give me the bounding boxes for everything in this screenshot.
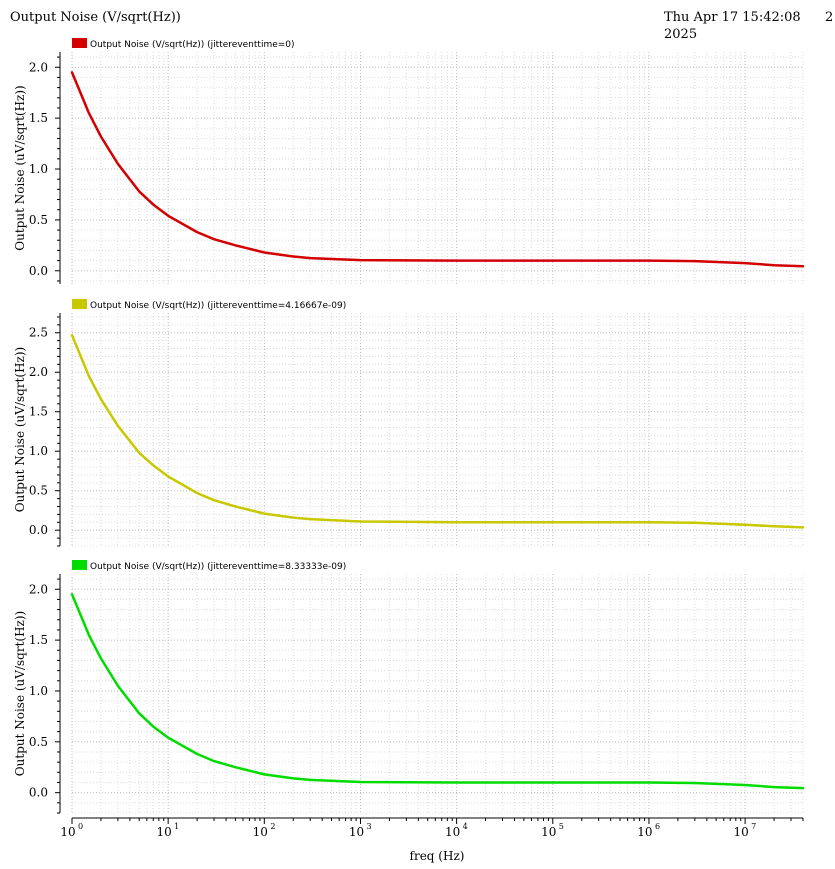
series-line: [70, 71, 805, 268]
x-tick-exponent: 2: [270, 822, 275, 831]
y-tick-label: 1.0: [29, 162, 48, 176]
y-tick-label: 1.5: [29, 111, 48, 125]
y-tick-label: 0.0: [29, 786, 48, 800]
legend-swatch: [72, 38, 87, 48]
y-tick-label: 0.5: [29, 213, 48, 227]
legend-label: Output Noise (V/sqrt(Hz)) (jittereventti…: [90, 301, 346, 311]
legend-swatch: [72, 560, 87, 570]
page-title: Output Noise (V/sqrt(Hz)): [10, 10, 181, 25]
page-number: 2: [825, 10, 834, 25]
x-tick-label: 10: [253, 825, 268, 839]
x-tick-exponent: 6: [655, 822, 660, 831]
legend-label: Output Noise (V/sqrt(Hz)) (jittereventti…: [90, 40, 295, 50]
x-tick-label: 10: [157, 825, 172, 839]
y-tick-label: 0.0: [29, 523, 48, 537]
x-tick-label: 10: [349, 825, 364, 839]
legend-swatch: [72, 299, 87, 309]
y-tick-label: 0.5: [29, 484, 48, 498]
y-tick-label: 2.0: [29, 365, 48, 379]
y-axis-label: Output Noise (uV/sqrt(Hz)): [13, 611, 27, 776]
x-tick-label: 10: [60, 825, 75, 839]
y-tick-label: 2.0: [29, 60, 48, 74]
y-axis-label: Output Noise (uV/sqrt(Hz)): [13, 347, 27, 512]
legend-label: Output Noise (V/sqrt(Hz)) (jittereventti…: [90, 562, 346, 572]
x-tick-exponent: 0: [78, 822, 83, 831]
series-line: [70, 593, 805, 790]
x-tick-exponent: 1: [174, 822, 179, 831]
date-line-1: Thu Apr 17 15:42:08: [664, 10, 801, 25]
y-tick-label: 1.5: [29, 405, 48, 419]
y-axis-label: Output Noise (uV/sqrt(Hz)): [13, 85, 27, 250]
x-tick-exponent: 3: [366, 822, 371, 831]
x-tick-exponent: 5: [559, 822, 564, 831]
date-line-2: 2025: [664, 27, 698, 42]
x-tick-exponent: 4: [463, 822, 468, 831]
x-tick-label: 10: [637, 825, 652, 839]
y-tick-label: 1.0: [29, 684, 48, 698]
series-line: [70, 333, 805, 529]
panel-3: 0.0 0.5 1.0 1.5 2.0 Output Noise (uV/sqrt(Hz)…: [13, 560, 805, 814]
y-tick-label: 1.5: [29, 633, 48, 647]
y-tick-label: 0.5: [29, 735, 48, 749]
y-tick-label: 0.0: [29, 264, 48, 278]
y-tick-label: 1.0: [29, 444, 48, 458]
y-tick-label: 2.5: [29, 326, 48, 340]
x-axis-label: freq (Hz): [410, 849, 465, 863]
y-tick-label: 2.0: [29, 582, 48, 596]
x-tick-label: 10: [733, 825, 748, 839]
x-tick-exponent: 7: [751, 822, 756, 831]
x-tick-label: 10: [541, 825, 556, 839]
x-tick-label: 10: [445, 825, 460, 839]
